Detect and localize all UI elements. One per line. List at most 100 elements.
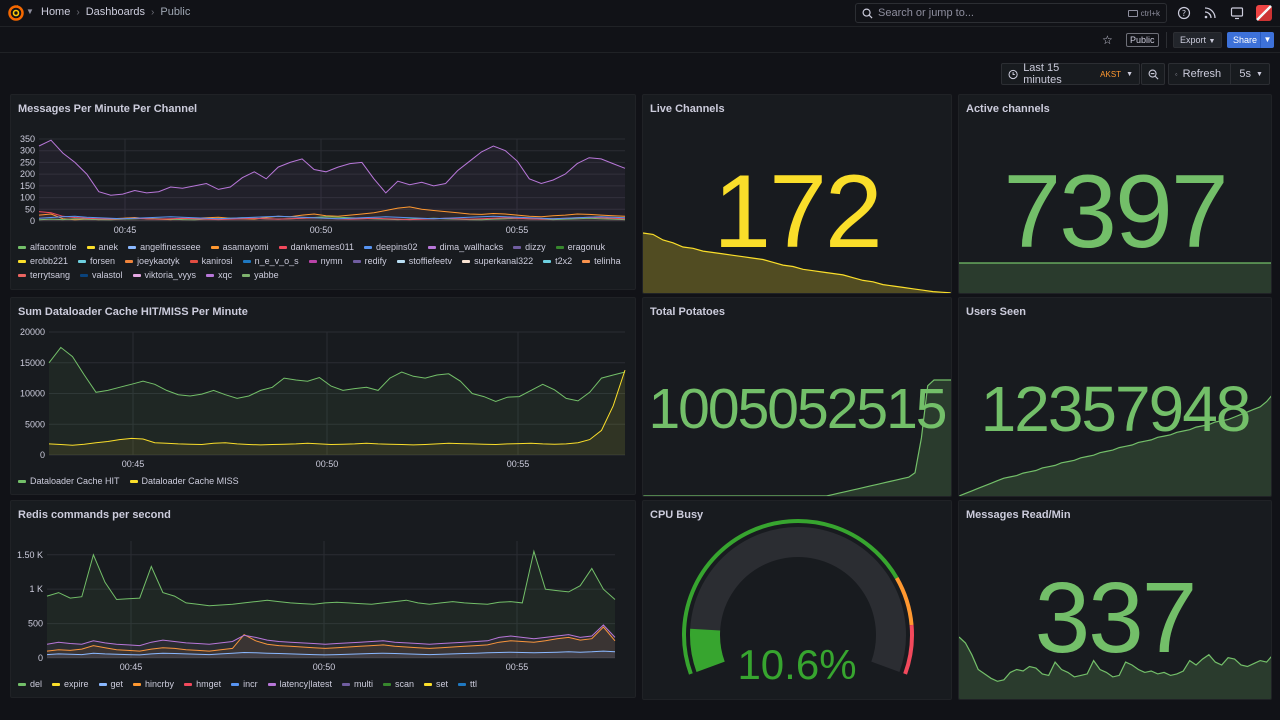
legend-item[interactable]: redify (352, 256, 387, 266)
refresh-interval[interactable]: 5s (1239, 68, 1252, 80)
legend-item[interactable]: viktoria_vyys (132, 270, 196, 280)
legend-swatch (18, 259, 26, 263)
panel-title: Messages Per Minute Per Channel (18, 103, 198, 115)
legend-item[interactable]: asamayomi (210, 242, 269, 252)
chevron-down-icon[interactable]: ▼ (1256, 70, 1263, 78)
legend-swatch (18, 273, 26, 277)
series-line (38, 215, 626, 220)
legend-label: deepins02 (376, 242, 418, 252)
legend-item[interactable]: multi (341, 679, 373, 689)
share-button[interactable]: Share (1227, 32, 1264, 48)
kiosk-monitor-icon[interactable] (1230, 6, 1244, 20)
panel-dataloader-cache[interactable]: Sum Dataloader Cache HIT/MISS Per Minute… (10, 297, 636, 495)
breadcrumb-home[interactable]: Home (41, 6, 71, 18)
legend-label: kanirosi (201, 256, 233, 266)
legend-label: del (30, 679, 43, 689)
search-input[interactable]: Search or jump to... ctrl+k (855, 3, 1167, 23)
grafana-logo-icon[interactable] (8, 5, 24, 21)
breadcrumb-public: Public (160, 6, 191, 18)
legend-item[interactable]: latency|latest (267, 679, 332, 689)
legend-label: t2x2 (555, 256, 573, 266)
legend-label: terrytsang (30, 270, 71, 280)
panel-cpu-busy[interactable]: CPU Busy 10.6% (642, 500, 952, 700)
legend-item[interactable]: scan (382, 679, 414, 689)
legend-item[interactable]: telinha (582, 256, 621, 266)
series-line (48, 369, 626, 446)
panel-active-channels[interactable]: Active channels 7397 (958, 94, 1272, 294)
legend-item[interactable]: stoffiefeetv (396, 256, 452, 266)
star-icon[interactable]: ☆ (1102, 33, 1113, 47)
series-area (47, 651, 615, 658)
legend-label: forsen (90, 256, 116, 266)
refresh-button[interactable]: Refresh 5s ▼ (1168, 63, 1270, 85)
legend-item[interactable]: deepins02 (364, 242, 418, 252)
legend-item[interactable]: valastol (80, 270, 123, 280)
legend-item[interactable]: dizzy (513, 242, 546, 252)
legend-item[interactable]: anek (86, 242, 118, 252)
legend-item[interactable]: alfacontrole (18, 242, 77, 252)
export-button[interactable]: Export ▼ (1173, 32, 1223, 48)
legend-item[interactable]: kanirosi (189, 256, 233, 266)
zoom-out-button[interactable] (1141, 63, 1165, 85)
stat-value: 337 (1034, 562, 1198, 674)
panel-title: Redis commands per second (18, 509, 171, 521)
series-line (46, 549, 616, 607)
stat-value: 7397 (1003, 154, 1228, 270)
legend-item[interactable]: dima_wallhacks (427, 242, 503, 252)
legend-item[interactable]: incr (231, 679, 258, 689)
stat-value: 12357948 (980, 373, 1252, 445)
refresh-label: Refresh (1182, 68, 1222, 80)
legend-item[interactable]: yabbe (242, 270, 279, 280)
avatar[interactable] (1256, 5, 1272, 21)
legend-item[interactable]: hmget (184, 679, 221, 689)
legend-swatch (18, 479, 26, 483)
panel-messages-per-minute[interactable]: Messages Per Minute Per Channel 0 50 100 15… (10, 94, 636, 290)
legend-item[interactable]: n_e_v_o_s (242, 256, 299, 266)
panel-total-potatoes[interactable]: Total Potatoes 1005052515 (642, 297, 952, 497)
legend-item[interactable]: hincrby (133, 679, 174, 689)
legend-item[interactable]: terrytsang (18, 270, 70, 280)
series-area (39, 140, 625, 221)
legend-item[interactable]: erobb221 (18, 256, 68, 266)
legend-item[interactable]: joeykaotyk (125, 256, 180, 266)
legend-swatch (129, 479, 138, 483)
panel-live-channels[interactable]: Live Channels 172 (642, 94, 952, 294)
sparkline-line (959, 395, 1271, 496)
legend-item[interactable]: set (424, 679, 448, 689)
legend-item[interactable]: dankmemes011 (278, 242, 354, 252)
legend-swatch (396, 259, 405, 263)
legend-swatch (427, 245, 436, 249)
y-tick-label: 50 (25, 204, 35, 214)
time-range-picker[interactable]: Last 15 minutes AKST ▼ (1001, 62, 1140, 86)
legend-item[interactable]: ttl (458, 679, 477, 689)
share-dropdown-chevron-icon[interactable]: ▼ (1260, 32, 1274, 48)
series-line (48, 346, 626, 403)
rss-news-icon[interactable] (1203, 6, 1217, 20)
keyboard-shortcut: ctrl+k (1127, 9, 1160, 18)
legend-swatch (352, 259, 361, 263)
cpu-gauge (682, 519, 914, 675)
legend-item[interactable]: superkanal322 (462, 256, 533, 266)
x-tick-label: 00:45 (122, 459, 145, 469)
legend-item[interactable]: t2x2 (543, 256, 572, 266)
panel-messages-read-per-min[interactable]: Messages Read/Min 337 (958, 500, 1272, 700)
legend-item[interactable]: xqc (206, 270, 232, 280)
legend-item[interactable]: get (98, 679, 123, 689)
chevron-down-icon[interactable]: ▼ (26, 7, 34, 16)
legend-item[interactable]: nymn (308, 256, 343, 266)
legend-item[interactable]: eragonuk (555, 242, 605, 252)
keyboard-icon (1127, 9, 1138, 17)
legend-item[interactable]: forsen (78, 256, 115, 266)
legend-item[interactable]: del (18, 679, 42, 689)
legend-label: alfacontrole (30, 242, 77, 252)
legend-item[interactable]: Dataloader Cache HIT (18, 476, 120, 486)
legend-item[interactable]: expire (52, 679, 89, 689)
breadcrumb-dashboards[interactable]: Dashboards (85, 6, 146, 18)
chevron-right-icon: › (76, 6, 80, 18)
legend-item[interactable]: Dataloader Cache MISS (129, 476, 239, 486)
panel-users-seen[interactable]: Users Seen 12357948 (958, 297, 1272, 497)
y-tick-label: 500 (28, 619, 43, 629)
legend-item[interactable]: angelfinesseee (128, 242, 201, 252)
help-icon[interactable]: ? (1177, 6, 1191, 20)
